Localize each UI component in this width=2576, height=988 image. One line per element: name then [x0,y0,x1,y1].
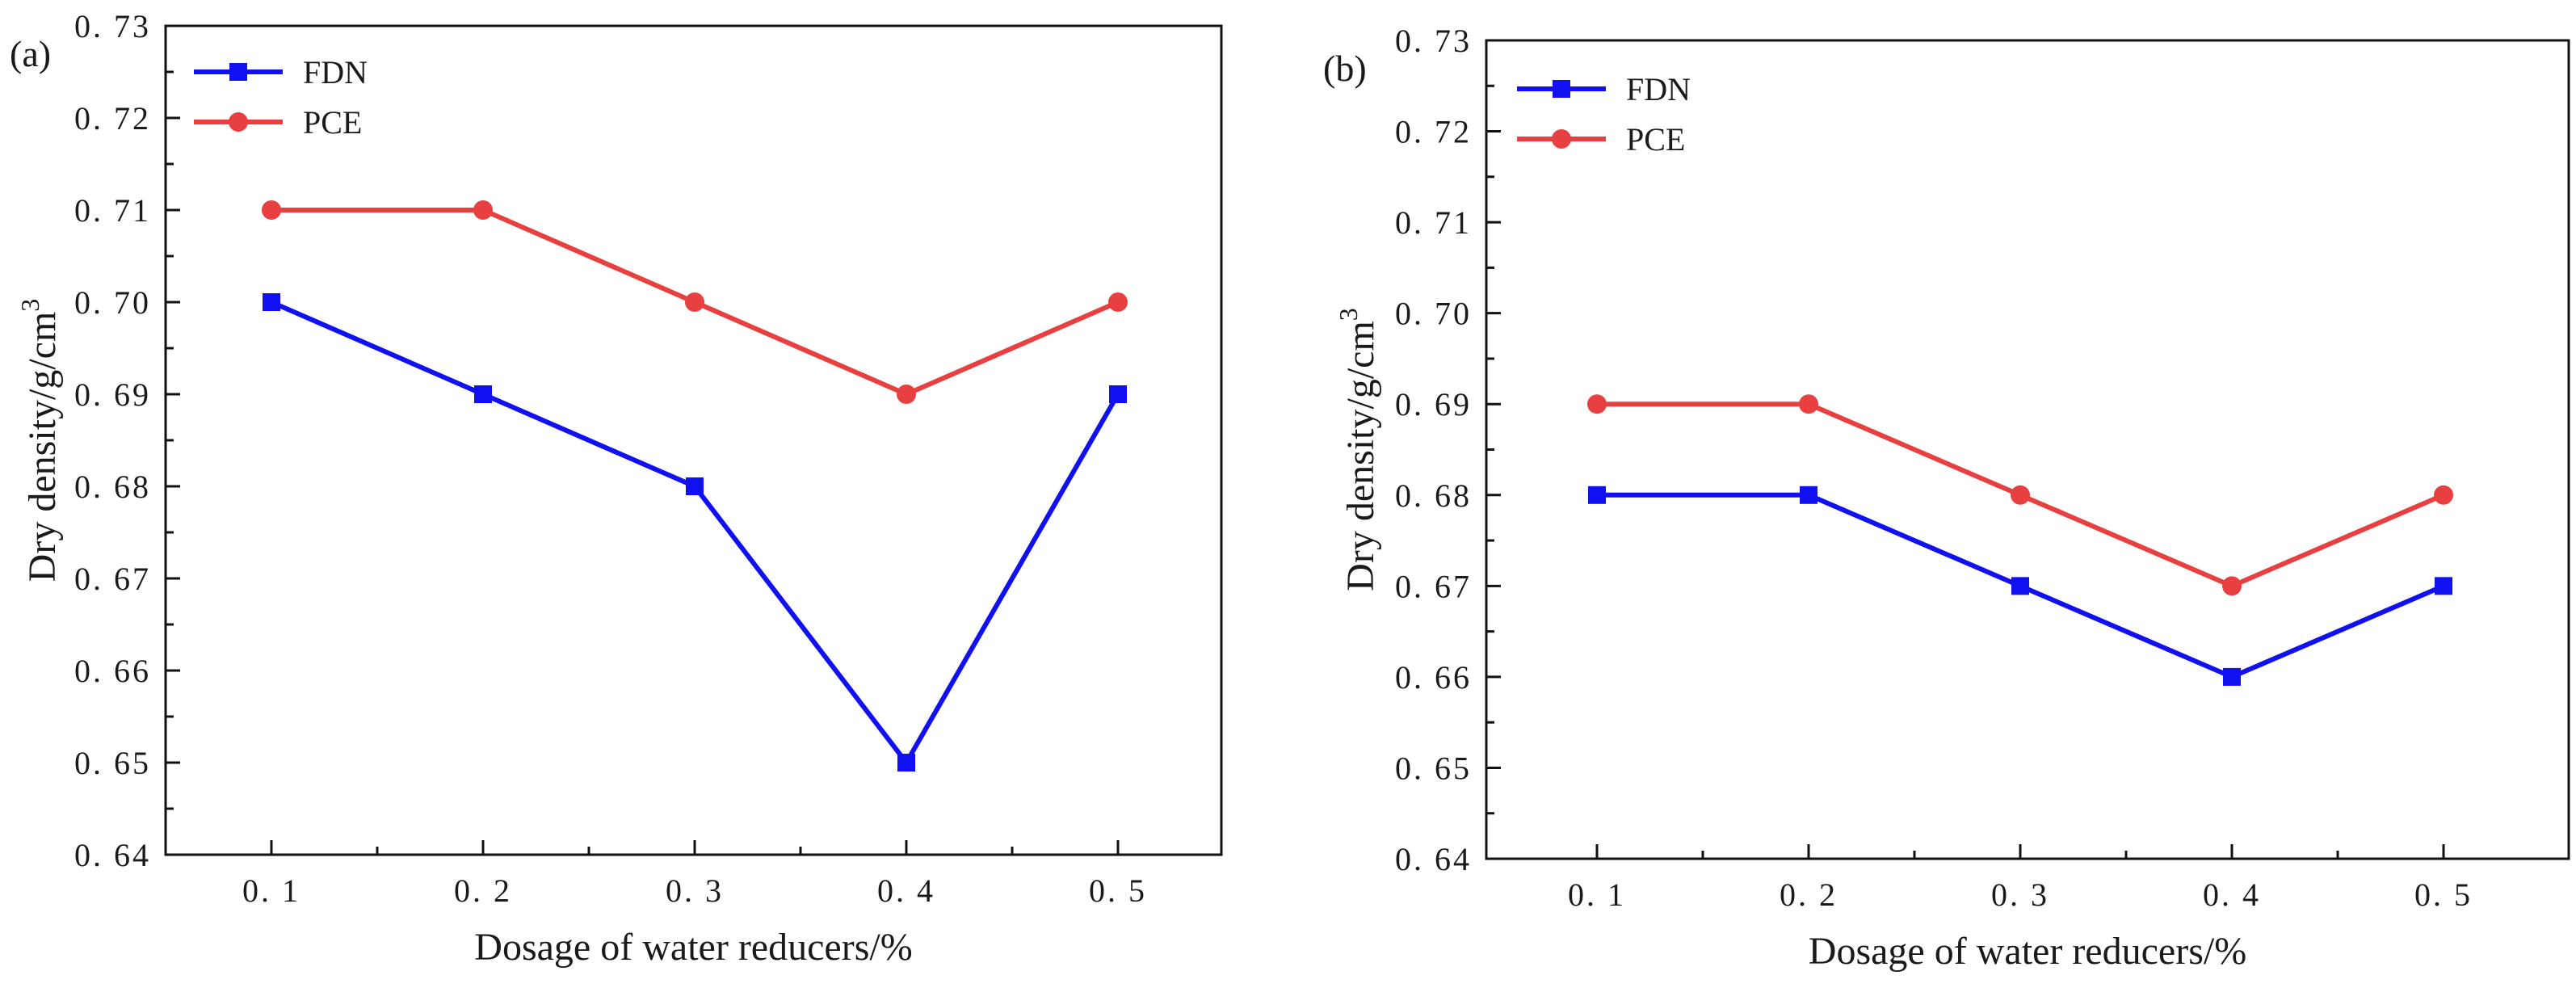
y-tick-label: 0. 67 [74,561,151,597]
chart-panel-a: 0. 64 0. 65 0. 66 0. 67 0. 68 0. 69 0. 70 0. 71… [10,8,1223,969]
plot-frame [164,24,1223,856]
legend-label-pce: PCE [1626,121,1685,158]
y-axis-label-text: Dry density/g/cm [21,312,64,582]
panel-label: (a) [10,33,51,74]
panel-label: (b) [1323,48,1367,89]
y-tick-label: 0. 64 [1395,841,1472,877]
y-axis-label-superscript: 3 [1334,308,1363,321]
y-axis-label-text: Dry density/g/cm [1339,321,1382,591]
y-tick-label: 0. 70 [74,284,151,321]
data-point-fdn [2435,577,2452,595]
y-tick-label: 0. 67 [1395,568,1472,604]
data-point-pce [262,200,281,220]
data-point-pce [2011,485,2030,505]
x-tick-label: 0. 4 [2203,877,2261,913]
y-tick-label: 0. 64 [74,837,151,873]
y-tick-label: 0. 69 [1395,386,1472,423]
data-point-pce [1108,292,1128,312]
y-axis-label: Dry density/g/cm3 [15,299,64,582]
y-tick-label: 0. 65 [1395,750,1472,786]
y-tick-label: 0. 65 [74,745,151,781]
data-point-fdn [263,293,280,311]
chart-panel-b: 0. 64 0. 65 0. 66 0. 67 0. 68 0. 69 0. 70 0. 71… [1323,23,2570,973]
y-tick-label: 0. 66 [1395,659,1472,696]
data-point-pce [1587,394,1607,414]
x-tick-label: 0. 3 [1991,877,2049,913]
x-tick-label: 0. 3 [666,872,724,909]
x-tick-label: 0. 2 [1780,877,1838,913]
data-point-fdn [686,477,704,495]
y-tick-label: 0. 68 [74,469,151,505]
legend-marker-pce [1552,129,1571,149]
data-point-fdn [1800,486,1817,504]
x-tick-label: 0. 5 [1089,872,1147,909]
data-point-pce [2222,576,2242,596]
data-point-pce [2434,485,2453,505]
y-tick-label: 0. 73 [1395,23,1472,59]
legend-label-pce: PCE [303,104,362,141]
data-point-fdn [2011,577,2029,595]
plot-frame [1485,39,2570,860]
data-point-fdn [474,385,492,403]
y-tick-label: 0. 69 [74,376,151,413]
x-tick-label: 0. 4 [877,872,935,909]
y-tick-label: 0. 66 [74,653,151,689]
series-line-fdn [270,300,1120,767]
x-tick-label: 0. 1 [242,872,300,909]
y-tick-label: 0. 72 [1395,114,1472,150]
x-axis-label: Dosage of water reducers/% [1809,930,2246,973]
data-point-fdn [1588,486,1606,504]
legend-marker-pce [229,112,248,132]
x-tick-label: 0. 5 [2414,877,2473,913]
legend-label-fdn: FDN [303,54,368,90]
y-tick-label: 0. 73 [74,8,151,44]
data-point-pce [473,200,493,220]
x-axis-label: Dosage of water reducers/% [474,926,912,969]
x-tick-label: 0. 2 [454,872,512,909]
y-axis-label: Dry density/g/cm3 [1334,308,1382,591]
data-point-pce [897,385,916,404]
data-point-fdn [1109,385,1127,403]
x-tick-label: 0. 1 [1568,877,1626,913]
y-tick-label: 0. 71 [1395,204,1472,241]
legend-label-fdn: FDN [1626,71,1691,107]
data-point-pce [685,292,704,312]
data-point-fdn [2223,667,2241,686]
data-point-fdn [897,754,915,771]
legend-marker-fdn [229,63,247,81]
y-tick-label: 0. 72 [74,100,151,137]
y-axis-label-superscript: 3 [15,299,44,312]
y-tick-label: 0. 68 [1395,477,1472,514]
legend-marker-fdn [1553,80,1570,98]
y-tick-label: 0. 70 [1395,296,1472,332]
data-point-pce [1799,394,1818,414]
y-tick-label: 0. 71 [74,192,151,229]
